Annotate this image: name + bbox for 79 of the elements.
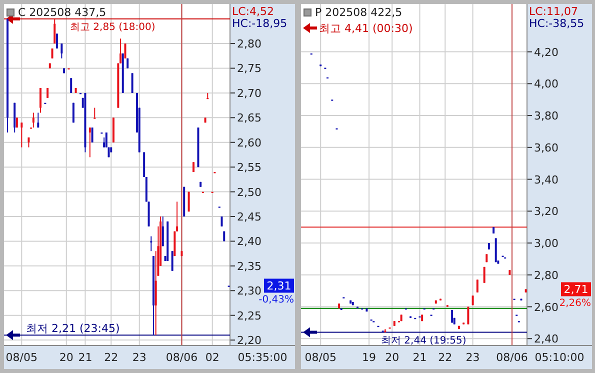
y-tick-label: 2,30 bbox=[237, 284, 262, 298]
y-tick-label: 3,00 bbox=[534, 237, 558, 250]
candlestick bbox=[176, 201, 178, 232]
candlestick bbox=[46, 88, 49, 98]
candlestick bbox=[37, 112, 40, 128]
y-tick-label: 4,20 bbox=[534, 46, 558, 59]
y-tick-label: 2,80 bbox=[237, 38, 262, 51]
x-tick-label: 21 bbox=[412, 351, 427, 364]
ref-line-label: 최고 2,85 (18:00) bbox=[70, 22, 156, 33]
candlestick bbox=[105, 132, 108, 148]
x-tick-label: 23 bbox=[132, 351, 146, 364]
chart-title: C 202508 437,5 bbox=[18, 6, 106, 19]
x-tick-label: 20 bbox=[385, 351, 400, 364]
x-tick-label: 02 bbox=[205, 351, 220, 364]
y-tick-label: 2,55 bbox=[237, 161, 262, 174]
candlestick bbox=[124, 43, 126, 59]
candlestick bbox=[88, 127, 91, 158]
x-tick-label: 08/06 bbox=[166, 351, 198, 364]
candlestick bbox=[60, 43, 63, 59]
y-tick-label: 2,40 bbox=[237, 235, 262, 248]
candlestick bbox=[54, 18, 56, 44]
y-tick-label: 2,25 bbox=[237, 309, 262, 322]
candlestick bbox=[56, 33, 58, 49]
chart-title: P 202508 422,5 bbox=[315, 6, 402, 19]
candlestick bbox=[120, 38, 122, 64]
x-tick-label: 21 bbox=[78, 351, 92, 364]
candlestick bbox=[483, 266, 486, 284]
candlestick bbox=[220, 216, 223, 227]
y-tick-label: 2,80 bbox=[534, 268, 558, 282]
candlestick bbox=[20, 122, 23, 148]
x-tick-label: 08/06 bbox=[496, 351, 528, 364]
candlestick bbox=[91, 127, 94, 143]
y-tick-label: 2,20 bbox=[237, 334, 262, 348]
candlestick bbox=[171, 250, 174, 272]
candlestick bbox=[131, 72, 134, 94]
text: LC:11,07 bbox=[529, 5, 578, 18]
y-tick-label: 2,35 bbox=[237, 260, 262, 273]
x-tick-label: 20 bbox=[59, 351, 74, 364]
text: HC:-38,55 bbox=[529, 17, 584, 30]
y-tick-label: 2,75 bbox=[237, 62, 262, 76]
text: -0,43% bbox=[258, 294, 294, 306]
y-tick-label: 2,60 bbox=[237, 136, 262, 150]
x-tick-label: 08/05 bbox=[304, 351, 336, 364]
text: LC:4,52 bbox=[232, 5, 274, 18]
text: 2,71 bbox=[564, 283, 588, 296]
y-tick-label: 3,80 bbox=[534, 110, 558, 123]
x-tick-label: 08/05 bbox=[6, 351, 38, 364]
candlestick bbox=[494, 238, 497, 263]
y-tick-label: 2,70 bbox=[237, 86, 262, 100]
text: 2,26% bbox=[559, 298, 591, 310]
y-tick-label: 2,50 bbox=[237, 186, 262, 199]
candlestick bbox=[150, 236, 152, 252]
candlestick bbox=[467, 306, 470, 325]
text: 05:10:00 bbox=[534, 351, 584, 364]
candlestick bbox=[70, 78, 72, 94]
y-tick-label: 3,40 bbox=[534, 173, 558, 186]
candlestick bbox=[39, 88, 42, 114]
text: HC:-18,95 bbox=[232, 17, 288, 30]
y-tick-label: 2,65 bbox=[237, 112, 262, 125]
y-tick-label: 4,00 bbox=[534, 78, 558, 91]
candlestick bbox=[162, 216, 164, 247]
y-tick-label: 2,60 bbox=[534, 300, 558, 314]
candlestick bbox=[94, 107, 96, 119]
y-tick-label: 3,60 bbox=[534, 141, 558, 154]
x-tick-label: 23 bbox=[466, 351, 480, 364]
candlestick bbox=[32, 112, 34, 128]
text: 05:35:00 bbox=[238, 351, 288, 364]
ref-line-label: 최저 2,44 (19:55) bbox=[381, 335, 466, 346]
x-tick-label: 22 bbox=[104, 351, 118, 364]
annotation: 최고 4,41 (00:30) bbox=[319, 22, 413, 35]
y-tick-label: 2,45 bbox=[237, 210, 262, 224]
y-tick-label: 2,40 bbox=[534, 332, 558, 346]
candlestick bbox=[103, 136, 106, 148]
candlestick bbox=[476, 279, 478, 293]
x-tick-label: 19 bbox=[362, 351, 376, 364]
ref-line-label: 최저 2,21 (23:45) bbox=[26, 322, 120, 336]
text: 2,31 bbox=[266, 280, 292, 293]
x-tick-label: 22 bbox=[438, 351, 452, 364]
y-tick-label: 3,20 bbox=[534, 205, 558, 218]
